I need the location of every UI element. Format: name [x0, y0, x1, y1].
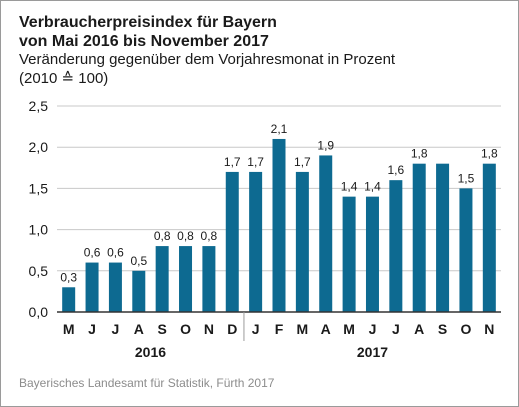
data-label: 1,4	[341, 180, 358, 194]
data-label: 0,6	[84, 246, 101, 260]
chart-subtitle-line-2: (2010 ≙ 100)	[19, 70, 109, 87]
data-label: 0,8	[177, 229, 194, 243]
bar	[412, 163, 426, 312]
bar	[459, 188, 473, 312]
x-tick-label: J	[112, 321, 120, 337]
x-tick-label: M	[343, 321, 355, 337]
y-tick-label: 2,5	[29, 98, 49, 114]
bar	[436, 163, 450, 312]
data-label: 1,8	[411, 147, 428, 161]
year-label: 2016	[135, 344, 166, 360]
x-tick-label: J	[88, 321, 96, 337]
data-label: 1,5	[458, 171, 475, 185]
x-tick-label: N	[204, 321, 214, 337]
data-label: 0,8	[154, 229, 171, 243]
source-note: Bayerisches Landesamt für Statistik, Für…	[19, 376, 275, 390]
data-label: 1,9	[317, 138, 334, 152]
data-label: 1,6	[387, 163, 404, 177]
x-tick-label: M	[63, 321, 75, 337]
data-label: 0,5	[130, 254, 147, 268]
bar	[62, 287, 76, 312]
x-tick-label: S	[438, 321, 447, 337]
chart-subtitle-line-1: Veränderung gegenüber dem Vorjahresmonat…	[19, 51, 396, 68]
chart-title-line-1: Verbraucherpreisindex für Bayern	[19, 14, 277, 31]
bar	[365, 196, 379, 312]
data-label: 0,3	[60, 270, 77, 284]
x-tick-label: J	[369, 321, 377, 337]
data-label: 0,6	[107, 246, 124, 260]
bar	[132, 270, 146, 312]
x-tick-label: J	[392, 321, 400, 337]
bar	[108, 262, 122, 312]
x-tick-label: M	[297, 321, 309, 337]
bar	[155, 246, 169, 312]
bar	[179, 246, 193, 312]
data-label: 1,7	[247, 155, 264, 169]
bar	[249, 171, 263, 312]
bar	[482, 163, 496, 312]
data-label: 2,1	[271, 122, 288, 136]
data-label: 1,7	[224, 155, 241, 169]
y-tick-label: 0,0	[29, 304, 49, 320]
data-label: 1,8	[481, 147, 498, 161]
x-tick-label: N	[484, 321, 494, 337]
bar	[85, 262, 99, 312]
x-tick-label: A	[321, 321, 331, 337]
bar	[202, 246, 216, 312]
y-tick-label: 1,5	[29, 180, 49, 196]
x-tick-label: S	[157, 321, 166, 337]
x-tick-label: O	[180, 321, 191, 337]
chart-title-line-2: von Mai 2016 bis November 2017	[19, 33, 269, 50]
data-label: 0,8	[201, 229, 218, 243]
x-tick-label: F	[275, 321, 284, 337]
y-tick-label: 0,5	[29, 263, 49, 279]
year-label: 2017	[357, 344, 388, 360]
x-tick-label: D	[227, 321, 237, 337]
x-tick-label: J	[252, 321, 260, 337]
bar	[272, 138, 286, 312]
data-label: 1,4	[364, 180, 381, 194]
bar	[389, 180, 403, 312]
x-tick-label: A	[134, 321, 144, 337]
bar	[295, 171, 309, 312]
data-label: 1,7	[294, 155, 311, 169]
bar	[319, 155, 333, 312]
bar	[342, 196, 356, 312]
bar	[225, 171, 239, 312]
y-tick-label: 1,0	[29, 222, 49, 238]
y-tick-label: 2,0	[29, 139, 49, 155]
x-tick-label: O	[461, 321, 472, 337]
x-tick-label: A	[414, 321, 424, 337]
